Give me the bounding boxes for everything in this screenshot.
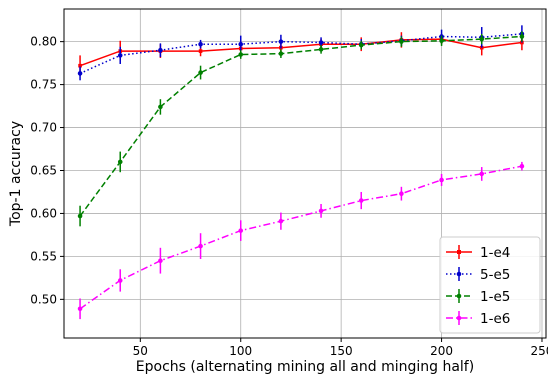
data-point (158, 47, 163, 53)
data-point (117, 278, 123, 283)
y-tick-label: 0.50 (30, 292, 57, 306)
legend-label: 5-e5 (480, 267, 510, 283)
legend-item: 1-e6 (446, 311, 510, 327)
plot-frame (63, 8, 547, 339)
data-point (78, 63, 82, 68)
x-tick-label: 250 (531, 344, 548, 358)
y-tick-label: 0.65 (30, 163, 57, 177)
legend-item: 1-e4 (446, 245, 510, 261)
data-point (198, 49, 203, 53)
legend: 1-e4 5-e5 1-e5 1-e6 (439, 236, 541, 334)
x-tick-label: 150 (330, 344, 353, 358)
legend-label: 1-e5 (480, 289, 510, 305)
data-point (158, 104, 163, 110)
data-point (77, 71, 83, 76)
y-tick-label: 0.60 (30, 206, 57, 220)
data-point (278, 39, 284, 44)
data-point (358, 198, 364, 203)
legend-marker (456, 271, 462, 277)
series-line (79, 35, 522, 217)
data-point (439, 177, 444, 183)
data-point (117, 159, 123, 165)
axis-ticks: 50 100 150 200 250 0.50 0.55 0.60 0.65 0.70 0.75 0.… (30, 35, 548, 358)
legend-marker (457, 250, 461, 254)
series-1-e5 (77, 31, 525, 227)
x-tick-label: 200 (430, 344, 453, 358)
series-group (77, 25, 525, 320)
data-point (117, 53, 123, 58)
series-line (79, 165, 523, 310)
data-point (278, 218, 284, 224)
data-point (479, 171, 485, 177)
legend-item: 5-e5 (446, 267, 510, 283)
legend-box (439, 236, 541, 334)
series-1-e4 (78, 32, 524, 77)
data-point (519, 163, 525, 169)
series-line (79, 33, 522, 75)
data-point (479, 36, 485, 42)
legend-label: 1-e6 (480, 311, 510, 327)
data-point (318, 47, 324, 52)
y-tick-label: 0.55 (30, 249, 57, 263)
y-tick-label: 0.75 (30, 78, 57, 92)
data-point (358, 42, 364, 48)
data-point (198, 243, 203, 249)
data-point (278, 51, 284, 56)
x-tick-label: 100 (229, 344, 252, 358)
series-line (79, 38, 522, 67)
legend-marker (456, 315, 462, 321)
y-tick-label: 0.80 (30, 35, 57, 49)
series-5-e5 (77, 25, 525, 81)
data-point (77, 213, 83, 219)
series-1-e6 (77, 161, 525, 320)
data-point (238, 52, 244, 57)
data-point (77, 306, 83, 312)
legend-marker (456, 293, 462, 299)
data-point (238, 228, 244, 233)
data-point (318, 40, 324, 45)
x-tick-label: 50 (133, 344, 148, 358)
y-tick-label: 0.70 (30, 121, 57, 135)
data-point (158, 258, 163, 263)
data-point (198, 41, 203, 47)
legend-label: 1-e4 (480, 245, 510, 261)
data-point (318, 208, 324, 214)
data-point (399, 191, 404, 196)
x-axis-title: Epochs (alternating mining all and mingi… (136, 359, 474, 375)
data-point (399, 39, 404, 44)
data-point (519, 34, 525, 39)
grid (64, 9, 546, 338)
legend-item: 1-e5 (446, 289, 510, 305)
data-point (198, 70, 203, 75)
data-point (439, 38, 444, 44)
y-axis-title: Top-1 accuracy (8, 121, 24, 227)
data-point (238, 41, 244, 47)
